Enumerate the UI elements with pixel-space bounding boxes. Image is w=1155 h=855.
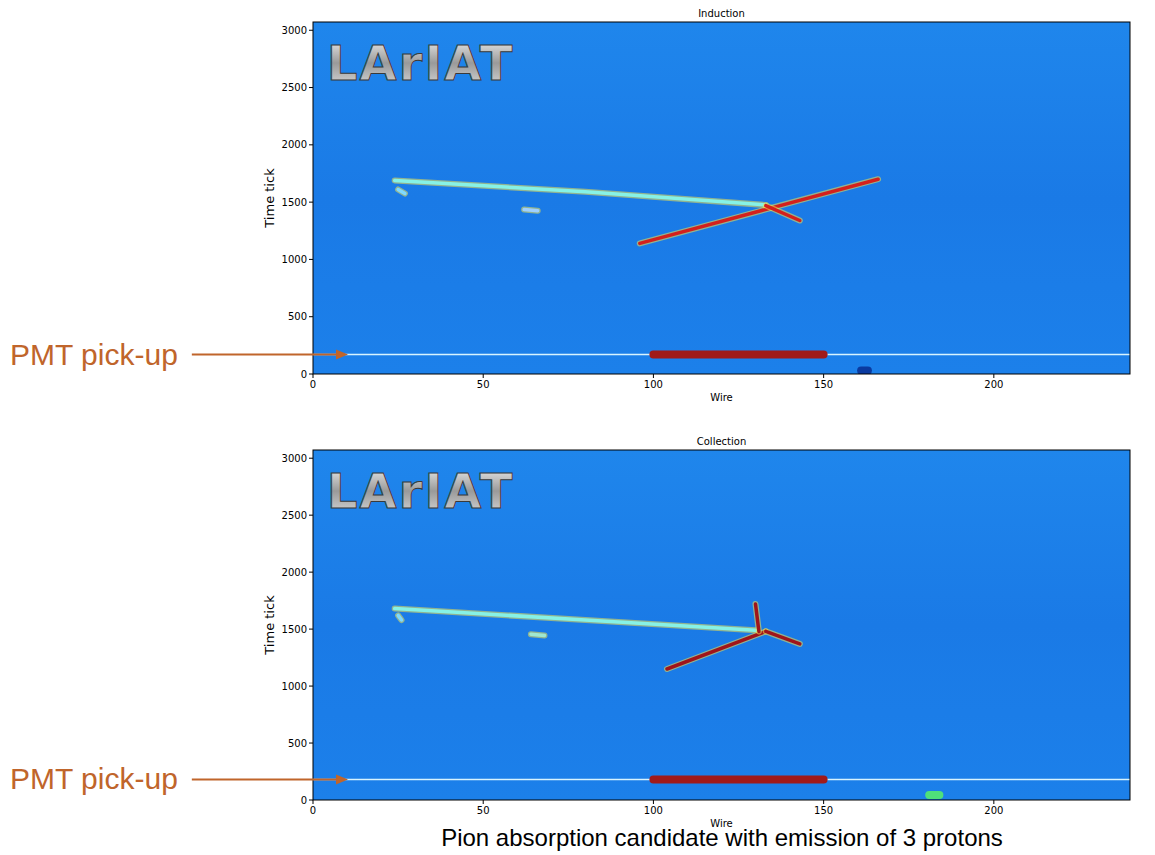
x-tick-label: 150 — [814, 379, 833, 390]
track — [929, 791, 939, 799]
y-axis-title: Time tick — [262, 595, 277, 656]
y-tick-label: 500 — [288, 738, 307, 749]
logo: LArIAT — [327, 463, 514, 519]
x-tick — [823, 800, 824, 804]
y-tick-label: 2000 — [282, 567, 307, 578]
annotation-arrow — [192, 778, 340, 780]
y-tick — [309, 87, 313, 88]
y-tick — [309, 629, 313, 630]
panel: 050100150200050010001500200025003000Indu… — [10, 8, 1130, 403]
track-halo — [766, 206, 800, 221]
track — [398, 190, 405, 194]
x-tick-label: 200 — [984, 379, 1003, 390]
x-tick — [653, 374, 654, 378]
y-tick — [309, 458, 313, 459]
track — [667, 631, 766, 669]
x-tick-label: 0 — [310, 379, 316, 390]
y-tick — [309, 572, 313, 573]
track — [531, 634, 545, 635]
y-tick-label: 2500 — [282, 82, 307, 93]
track — [861, 367, 868, 374]
y-tick — [309, 30, 313, 31]
y-tick — [309, 686, 313, 687]
track-halo — [398, 190, 405, 194]
track-halo — [667, 631, 766, 669]
track-halo — [395, 609, 756, 631]
annotation-arrowhead — [336, 350, 348, 360]
track-halo — [398, 615, 401, 620]
tracks — [313, 604, 1130, 795]
panel-title: Induction — [698, 8, 745, 19]
y-tick-label: 3000 — [282, 25, 307, 36]
y-tick-label: 1500 — [282, 197, 307, 208]
annotation-arrow — [192, 354, 340, 356]
x-tick — [993, 374, 994, 378]
x-tick-label: 200 — [984, 805, 1003, 816]
plot-background — [313, 22, 1130, 374]
track-halo — [524, 210, 538, 211]
track — [756, 604, 759, 631]
track-halo — [756, 604, 759, 631]
track-halo — [395, 180, 766, 205]
y-tick — [309, 144, 313, 145]
x-tick-label: 50 — [477, 805, 490, 816]
x-tick — [993, 800, 994, 804]
y-tick-label: 0 — [301, 795, 307, 806]
track — [313, 354, 1130, 356]
annotation: PMT pick-up — [10, 762, 178, 795]
y-tick — [309, 515, 313, 516]
plot-frame — [313, 450, 1130, 800]
y-tick-label: 3000 — [282, 453, 307, 464]
track — [398, 615, 401, 620]
figure: 050100150200050010001500200025003000Indu… — [0, 0, 1155, 855]
y-tick — [309, 743, 313, 744]
x-tick — [313, 374, 314, 378]
x-tick — [483, 800, 484, 804]
y-tick-label: 1000 — [282, 254, 307, 265]
track — [653, 351, 823, 359]
x-axis-title: Wire — [710, 392, 733, 403]
x-tick-label: 50 — [477, 379, 490, 390]
track — [766, 631, 800, 644]
x-tick — [823, 374, 824, 378]
track — [395, 609, 756, 631]
y-tick-label: 0 — [301, 369, 307, 380]
track — [653, 776, 823, 784]
panel: 050100150200050010001500200025003000Coll… — [10, 436, 1130, 829]
y-tick-label: 1500 — [282, 624, 307, 635]
y-tick — [309, 316, 313, 317]
annotation: PMT pick-up — [10, 338, 178, 371]
y-tick — [309, 800, 313, 801]
caption: Pion absorption candidate with emission … — [441, 824, 1003, 851]
y-axis-title: Time tick — [262, 168, 277, 229]
track — [766, 206, 800, 221]
plot-background — [313, 450, 1130, 800]
panel-title: Collection — [697, 436, 746, 447]
y-tick — [309, 202, 313, 203]
y-tick — [309, 374, 313, 375]
x-tick — [313, 800, 314, 804]
track — [524, 210, 538, 211]
annotation-arrowhead — [336, 774, 348, 784]
track-halo — [766, 631, 800, 644]
tracks — [313, 179, 1130, 370]
y-tick-label: 1000 — [282, 681, 307, 692]
x-tick-label: 0 — [310, 805, 316, 816]
x-tick-label: 150 — [814, 805, 833, 816]
x-tick-label: 100 — [644, 379, 663, 390]
track — [313, 779, 1130, 781]
x-tick — [483, 374, 484, 378]
plot-frame — [313, 22, 1130, 374]
y-tick-label: 500 — [288, 311, 307, 322]
x-tick — [653, 800, 654, 804]
track — [640, 179, 878, 243]
y-tick — [309, 259, 313, 260]
logo: LArIAT — [327, 35, 514, 91]
x-tick-label: 100 — [644, 805, 663, 816]
y-tick-label: 2500 — [282, 510, 307, 521]
track-halo — [531, 634, 545, 635]
y-tick-label: 2000 — [282, 139, 307, 150]
track — [395, 180, 766, 205]
track-halo — [640, 179, 878, 243]
